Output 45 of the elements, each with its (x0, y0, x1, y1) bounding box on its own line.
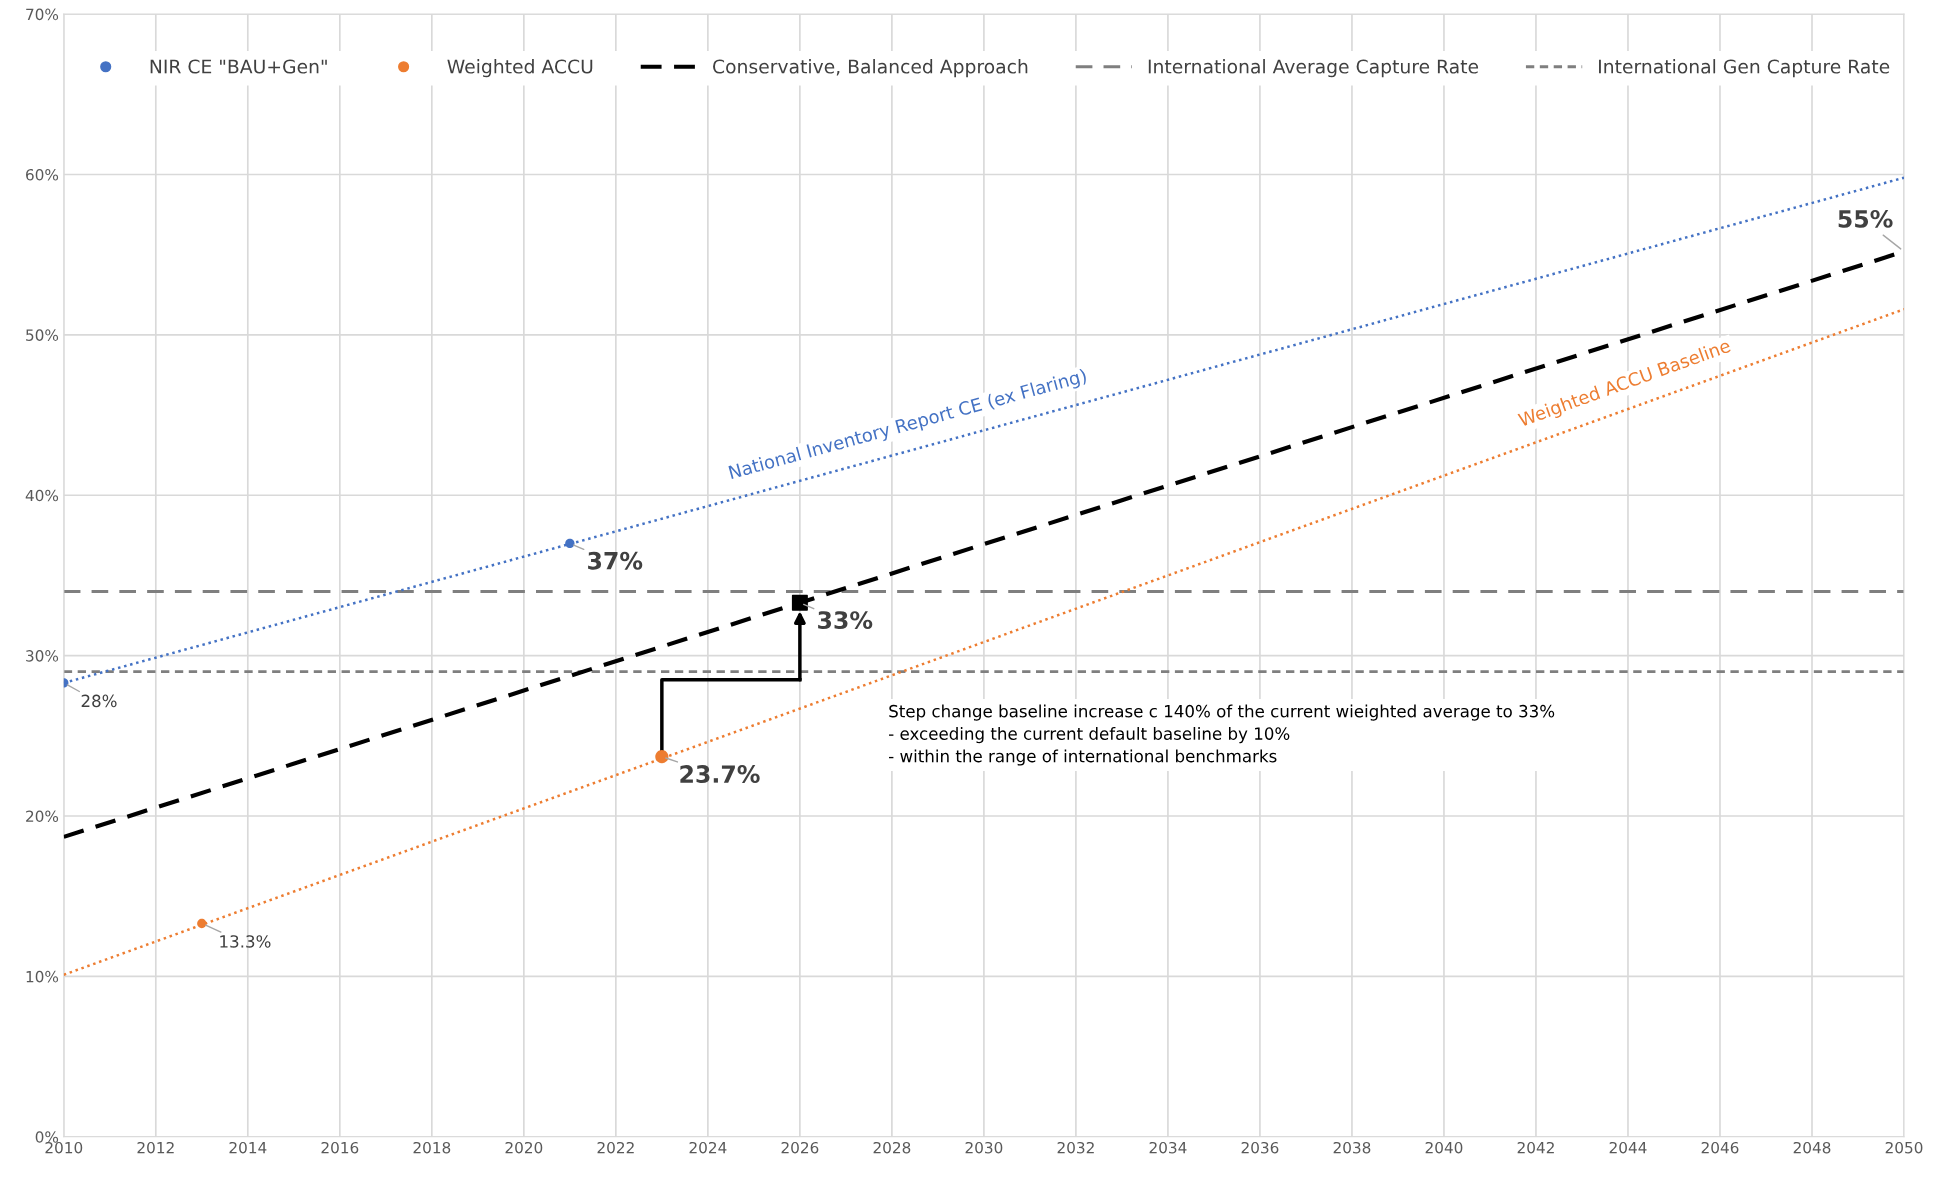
point (197, 918, 207, 929)
data-label: 37% (588, 551, 643, 570)
y-tick-label: 30% (26, 650, 59, 662)
x-tick-label: 2014 (229, 1141, 267, 1154)
data-label: 13.3% (220, 935, 271, 948)
data-label: 28% (81, 694, 117, 708)
x-tick-label: 2048 (1793, 1141, 1831, 1154)
legend-label: NIR CE "BAU+Gen" (150, 59, 327, 74)
x-tick-label: 2036 (1241, 1141, 1279, 1154)
x-tick-label: 2010 (45, 1141, 83, 1154)
x-tick-label: 2032 (1057, 1141, 1094, 1154)
x-tick-label: 2050 (1885, 1141, 1923, 1154)
x-tick-label: 2040 (1425, 1141, 1463, 1154)
y-tick-label: 50% (26, 329, 59, 341)
x-tick-label: 2044 (1609, 1141, 1647, 1154)
x-tick-label: 2018 (413, 1141, 451, 1154)
y-tick-label: 10% (26, 970, 59, 983)
y-tick-label: 70% (26, 8, 59, 21)
legend-label: Conservative, Balanced Approach (713, 59, 1028, 78)
data-label: 33% (818, 611, 873, 630)
x-tick-label: 2024 (689, 1141, 727, 1154)
point (791, 594, 808, 611)
x-tick-label: 2030 (965, 1141, 1003, 1154)
legend-label: International Gen Capture Rate (1599, 59, 1890, 78)
x-tick-label: 2042 (1517, 1141, 1554, 1154)
x-tick-label: 2046 (1701, 1141, 1739, 1154)
x-tick-label: 2034 (1149, 1141, 1187, 1154)
x-tick-label: 2038 (1333, 1141, 1371, 1154)
data-label: 55% (1838, 209, 1893, 228)
y-tick-label: 20% (26, 810, 59, 823)
x-tick-label: 2028 (873, 1141, 911, 1154)
x-tick-label: 2022 (597, 1141, 634, 1154)
point (655, 750, 669, 764)
y-tick-label: 60% (26, 168, 59, 181)
y-tick-label: 40% (25, 489, 59, 502)
annotation: Step change baseline increase c 140% of the current wieighted average to 33% - exceeding the current default baseline by 10% - within the range of international benchmarks (889, 704, 1555, 766)
point (565, 538, 575, 549)
legend-label: International Average Capture Rate (1148, 59, 1479, 78)
data-label: 23.7% (680, 765, 760, 783)
x-tick-label: 2012 (137, 1141, 174, 1154)
legend-label: Weighted ACCU (447, 59, 593, 78)
x-tick-label: 2026 (781, 1141, 819, 1154)
y-tick-label: 0% (35, 1131, 59, 1143)
x-tick-label: 2020 (505, 1141, 543, 1154)
x-tick-label: 2016 (321, 1141, 359, 1154)
